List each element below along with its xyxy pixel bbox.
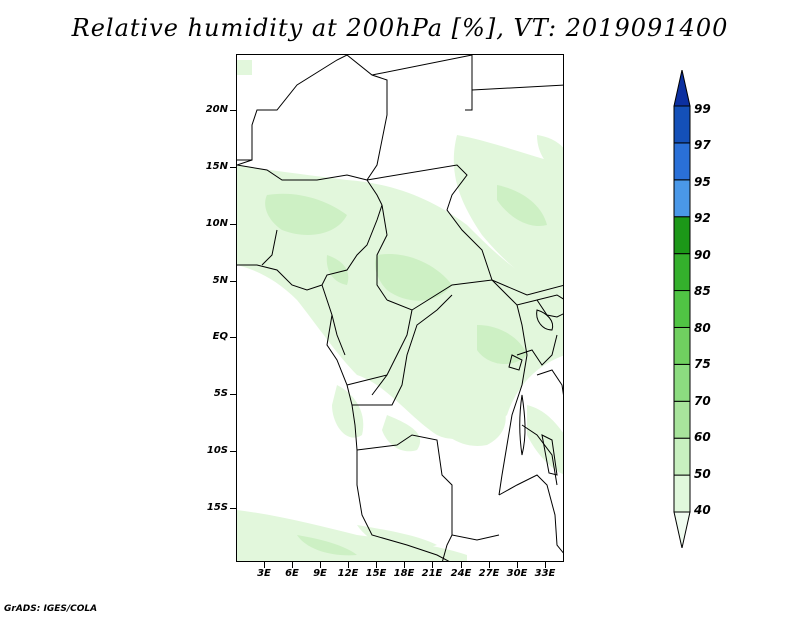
colorbar-bin bbox=[673, 474, 691, 513]
lon-tick bbox=[432, 562, 433, 568]
lon-label-33e: 33E bbox=[534, 568, 556, 579]
colorbar-label-70: 70 bbox=[694, 394, 711, 408]
lat-tick bbox=[230, 167, 236, 168]
colorbar-bin bbox=[673, 326, 691, 365]
colorbar-max-triangle bbox=[673, 70, 691, 107]
map-panel bbox=[236, 54, 564, 562]
lat-tick bbox=[230, 281, 236, 282]
lon-tick bbox=[404, 562, 405, 568]
lakes bbox=[508, 309, 558, 476]
colorbar-label-92: 92 bbox=[694, 211, 711, 225]
lon-tick bbox=[545, 562, 546, 568]
grads-credit: GrADS: IGES/COLA bbox=[4, 604, 98, 614]
colorbar-label-85: 85 bbox=[694, 284, 711, 298]
lat-tick bbox=[230, 508, 236, 509]
colorbar-min-triangle bbox=[673, 511, 691, 548]
colorbar-bin bbox=[673, 290, 691, 328]
colorbar-label-75: 75 bbox=[694, 357, 711, 371]
lon-tick bbox=[517, 562, 518, 568]
lon-tick bbox=[292, 562, 293, 568]
colorbar-bin bbox=[673, 363, 691, 402]
lon-label-9e: 9E bbox=[313, 568, 327, 579]
lon-label-15e: 15E bbox=[365, 568, 387, 579]
lat-label-10s: 10S bbox=[206, 445, 228, 456]
lat-tick bbox=[230, 337, 236, 338]
lon-tick bbox=[264, 562, 265, 568]
colorbar-bin bbox=[673, 105, 691, 144]
lon-tick bbox=[461, 562, 462, 568]
humidity-shading-darker bbox=[265, 185, 547, 556]
colorbar-label-97: 97 bbox=[694, 138, 711, 152]
lon-label-3e: 3E bbox=[257, 568, 271, 579]
colorbar-bin bbox=[673, 437, 691, 476]
humidity-map bbox=[237, 55, 563, 561]
colorbar-label-95: 95 bbox=[694, 175, 711, 189]
lat-label-5s: 5S bbox=[213, 388, 228, 399]
colorbar-label-50: 50 bbox=[694, 467, 711, 481]
lon-tick bbox=[376, 562, 377, 568]
colorbar-label-40: 40 bbox=[694, 503, 711, 517]
colorbar-label-80: 80 bbox=[694, 321, 711, 335]
lon-label-12e: 12E bbox=[337, 568, 359, 579]
colorbar-bin bbox=[673, 179, 691, 218]
map-title: Relative humidity at 200hPa [%], VT: 201… bbox=[71, 14, 729, 42]
lon-label-24e: 24E bbox=[450, 568, 472, 579]
lon-label-18e: 18E bbox=[393, 568, 415, 579]
lon-label-27e: 27E bbox=[478, 568, 500, 579]
country-borders bbox=[237, 55, 563, 561]
lon-label-21e: 21E bbox=[421, 568, 443, 579]
lat-tick bbox=[230, 110, 236, 111]
colorbar-label-60: 60 bbox=[694, 430, 711, 444]
lon-tick bbox=[489, 562, 490, 568]
lat-tick bbox=[230, 224, 236, 225]
lat-label-15s: 15S bbox=[206, 502, 228, 513]
lat-tick bbox=[230, 394, 236, 395]
lon-label-6e: 6E bbox=[285, 568, 299, 579]
lat-label-15n: 15N bbox=[205, 161, 228, 172]
colorbar-bin bbox=[673, 253, 691, 292]
lat-tick bbox=[230, 451, 236, 452]
lat-label-20n: 20N bbox=[205, 104, 228, 115]
colorbar-label-99: 99 bbox=[694, 102, 711, 116]
colorbar-bin bbox=[673, 400, 691, 439]
colorbar bbox=[673, 70, 691, 548]
lat-label-5n: 5N bbox=[212, 275, 228, 286]
lat-label-10n: 10N bbox=[205, 218, 228, 229]
colorbar-label-90: 90 bbox=[694, 248, 711, 262]
lat-label-eq: EQ bbox=[212, 331, 228, 342]
lon-tick bbox=[320, 562, 321, 568]
lon-label-30e: 30E bbox=[506, 568, 528, 579]
colorbar-bin bbox=[673, 142, 691, 181]
lon-tick bbox=[348, 562, 349, 568]
colorbar-bin bbox=[673, 216, 691, 255]
